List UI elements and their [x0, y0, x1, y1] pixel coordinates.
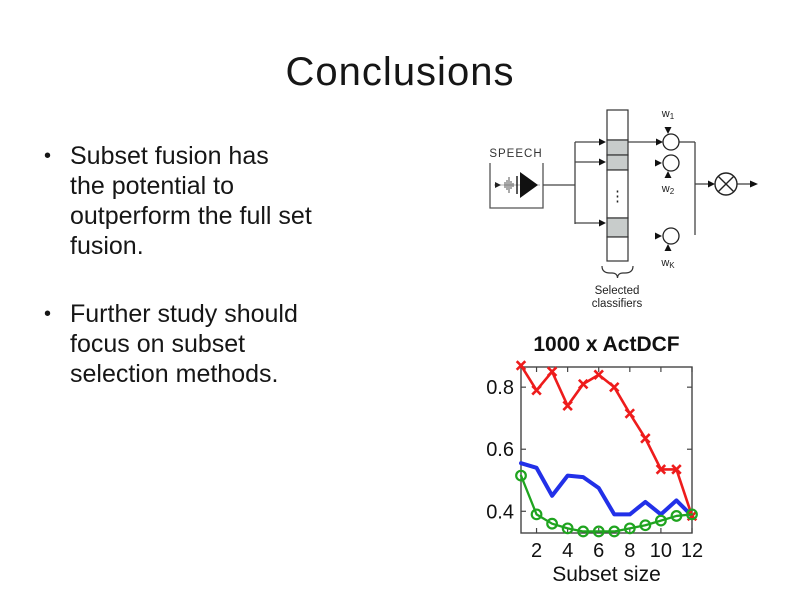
chart-marker-x [624, 408, 636, 419]
bullet-line: selection methods. [70, 360, 279, 388]
weight-node-wk [662, 227, 680, 245]
arrow-right-icon [655, 232, 662, 240]
bullet-item: • Subset fusion has the potential to out… [44, 141, 394, 261]
selected-classifiers-label: Selected [595, 285, 640, 297]
classifier-cell-selected [606, 139, 629, 156]
selected-classifiers-label: classifiers [592, 298, 643, 310]
bullet-marker: • [44, 145, 52, 167]
chart-x-tick-label: 2 [531, 540, 542, 562]
arrow-down-icon [664, 127, 672, 134]
classifier-cell [606, 109, 629, 141]
chart-title: 1000 x ActDCF [533, 333, 679, 356]
weight-label-w2: w2 [661, 183, 675, 196]
chart-marker-x [655, 464, 667, 475]
chart-y-tick-label: 0.6 [486, 439, 514, 461]
chart-x-tick-label: 10 [650, 540, 672, 562]
chart-marker-o [546, 517, 558, 530]
page-title: Conclusions [285, 50, 515, 94]
chart-x-tick-label: 8 [624, 540, 635, 562]
classifier-cell-selected [606, 154, 629, 171]
chart-marker-x [531, 385, 542, 396]
bullet-line: the potential to [70, 172, 235, 200]
chart-series-blue-line [519, 461, 694, 518]
chart-x-tick-label: 6 [593, 540, 604, 562]
bullet-text: Subset fusion has the potential to outpe… [70, 141, 312, 261]
fusion-diagram: SPEECH [489, 108, 758, 310]
connector-lines [543, 141, 750, 235]
combiner-node-icon [714, 172, 738, 196]
selected-classifiers-brace [601, 265, 634, 279]
arrow-right-icon [750, 180, 758, 188]
chart-frame [520, 366, 693, 534]
chart-marker-x [609, 381, 620, 393]
chart-marker-o [639, 519, 652, 532]
classifier-stack [606, 109, 629, 262]
chart-marker-o [670, 510, 683, 522]
bullet-line: focus on subset [70, 330, 246, 358]
chart-marker-o [655, 514, 667, 527]
chart-x-tick-label: 12 [681, 540, 703, 562]
classifier-cell [606, 236, 629, 262]
speech-label: SPEECH [489, 148, 542, 160]
bullet-list: • Subset fusion has the potential to out… [44, 141, 394, 427]
waveform-icon [494, 172, 540, 198]
weight-label-wk: wK [660, 257, 675, 270]
chart-marker-o [623, 522, 636, 535]
arrow-up-icon [664, 244, 672, 251]
arrow-right-icon [599, 138, 606, 146]
chart-marker-o [592, 525, 605, 538]
bullet-line: fusion. [70, 232, 144, 260]
chart-marker-o [608, 525, 621, 538]
chart-marker-x [546, 366, 558, 377]
chart-marker-x [671, 464, 682, 475]
bullet-line: Subset fusion has [70, 142, 269, 170]
chart-y-tick-label: 0.4 [486, 501, 514, 523]
weight-nodes [662, 133, 680, 245]
weight-node-w2 [662, 154, 680, 172]
chart-marker-o [561, 522, 574, 535]
chart-marker-x [577, 378, 589, 390]
arrow-right-icons [599, 127, 758, 251]
chart-series-red-x [519, 364, 694, 518]
bullet-line: outperform the full set [70, 202, 312, 230]
chart-xlabel: Subset size [552, 563, 661, 586]
actdcf-chart-svg: 2 4 6 8 10 12 0.4 0.6 0.8 1000 x ActDCF Subset siz… [486, 333, 703, 586]
weight-node-w1 [662, 133, 680, 151]
arrow-right-icon [599, 219, 606, 227]
bullet-line: Further study should [70, 300, 298, 328]
arrow-right-icon [599, 158, 606, 166]
arrow-right-icon [708, 180, 715, 188]
chart-series-green-o [519, 474, 694, 533]
bullet-text: Further study should focus on subset sel… [70, 299, 298, 389]
chart-marker-o [686, 508, 698, 521]
chart-marker-x [515, 360, 527, 371]
chart-marker-o [577, 525, 590, 538]
chart-marker-o [515, 469, 527, 482]
arrow-up-icon [664, 171, 672, 178]
chart-x-tick-label: 4 [562, 540, 573, 562]
actdcf-chart: 2 4 6 8 10 12 0.4 0.6 0.8 1000 x ActDCF Subset siz… [460, 330, 800, 604]
arrow-right-icon [656, 138, 663, 146]
classifier-cell-selected [606, 217, 629, 238]
bullet-marker: • [44, 303, 52, 325]
arrow-right-icon [655, 159, 662, 167]
chart-marker-x [562, 400, 573, 412]
chart-marker-x [593, 369, 604, 380]
weight-label-w1: w1 [661, 108, 675, 121]
bullet-item: • Further study should focus on subset s… [44, 299, 394, 389]
chart-marker-x [640, 433, 651, 444]
ellipsis-icon: ⋮ [610, 188, 625, 205]
chart-y-tick-label: 0.8 [486, 377, 514, 399]
chart-marker-o [530, 508, 543, 521]
